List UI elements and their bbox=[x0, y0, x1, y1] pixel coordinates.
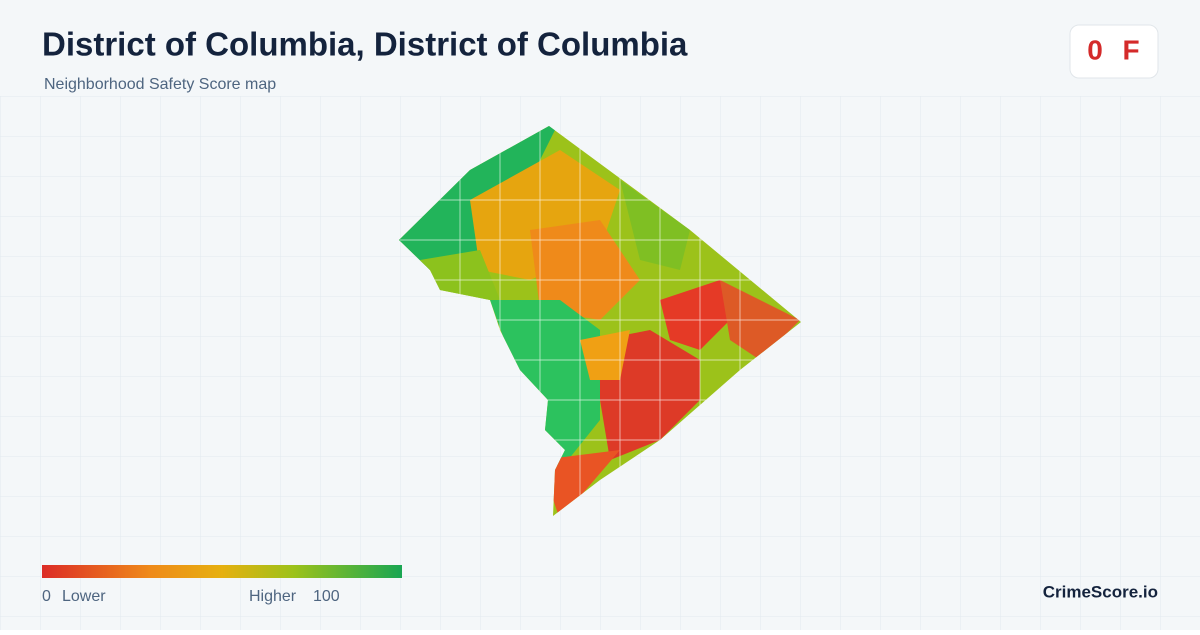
score-grade: F bbox=[1122, 34, 1139, 65]
score-badge: 0 F bbox=[1069, 24, 1159, 79]
legend-min-label: Lower bbox=[62, 588, 106, 605]
legend-min: 0 bbox=[42, 588, 51, 605]
brand: CrimeScore.io bbox=[1043, 582, 1158, 601]
subtitle: Neighborhood Safety Score map bbox=[44, 76, 276, 93]
legend-max-label: Higher bbox=[249, 588, 297, 605]
legend-gradient bbox=[42, 565, 402, 578]
legend-max: 100 bbox=[313, 588, 340, 605]
title: District of Columbia, District of Columb… bbox=[42, 26, 688, 63]
score-value: 0 bbox=[1087, 34, 1103, 65]
